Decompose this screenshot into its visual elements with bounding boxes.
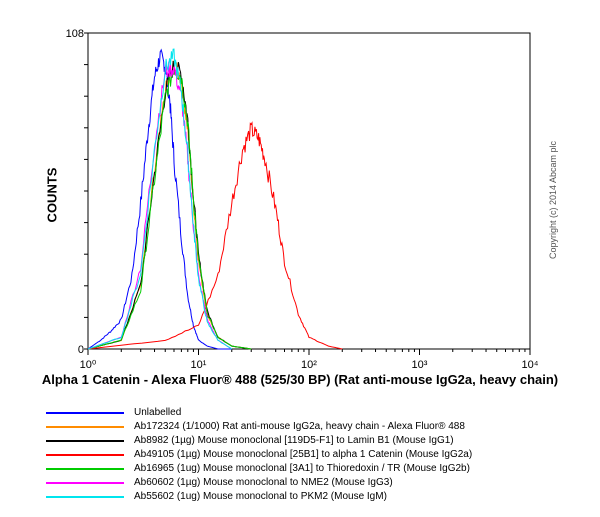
legend-label: Ab55602 (1ug) Mouse monoclonal to PKM2 (… [134,491,387,502]
legend-swatch [46,482,124,484]
y-tick-label: 108 [66,28,84,40]
y-tick-label: 0 [78,344,84,356]
legend-label: Ab8982 (1µg) Mouse monoclonal [119D5-F1]… [134,435,454,446]
legend-swatch [46,468,124,470]
copyright-note: Copyright (c) 2014 Abcam plc [548,140,558,260]
legend-label: Ab49105 (1µg) Mouse monoclonal [25B1] to… [134,449,473,460]
legend-swatch [46,426,124,428]
legend-swatch [46,440,124,442]
x-tick-label: 10² [301,359,317,371]
x-axis-title: Alpha 1 Catenin - Alexa Fluor® 488 (525/… [41,372,559,387]
y-axis-title: COUNTS [44,167,60,223]
legend-label: Ab16965 (1ug) Mouse monoclonal [3A1] to … [134,463,470,474]
legend-label: Ab60602 (1µg) Mouse monoclonal to NME2 (… [134,477,393,488]
series-line-5 [87,61,233,350]
series-line-6 [87,48,233,350]
legend-swatch [46,496,124,498]
series-line-3 [87,121,343,350]
x-tick-label: 10⁴ [522,359,539,371]
flow-cytometry-histogram: 10⁰ 10¹ 10² 10³ 10⁴ 0 108 [66,28,539,371]
legend-swatch [46,412,124,414]
x-tick-label: 10³ [412,359,428,371]
x-tick-label: 10⁰ [80,359,97,371]
series-line-4 [87,69,252,350]
legend-label: Unlabelled [134,407,182,418]
series-line-0 [87,48,232,350]
x-tick-label: 10¹ [191,359,207,371]
legend-label: Ab172324 (1/1000) Rat anti-mouse IgG2a, … [134,421,465,432]
legend-swatch [46,454,124,456]
